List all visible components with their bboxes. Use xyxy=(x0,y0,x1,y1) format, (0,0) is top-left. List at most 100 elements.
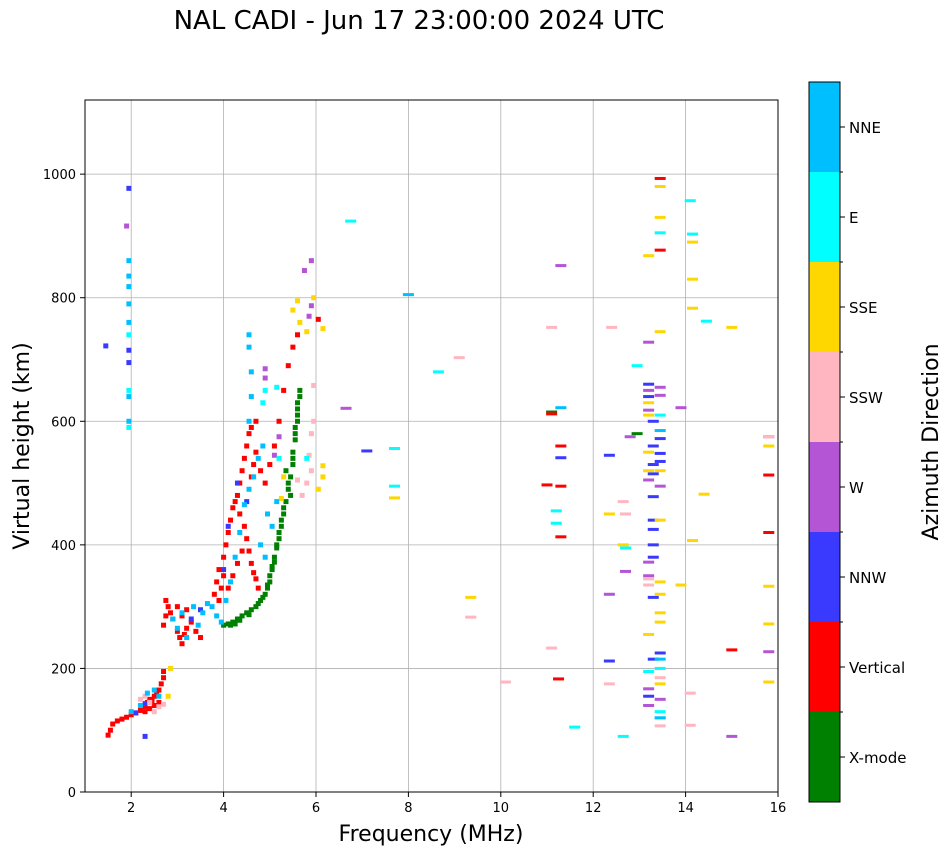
data-point xyxy=(763,622,775,626)
data-point xyxy=(271,452,277,458)
data-point xyxy=(119,716,125,722)
data-point xyxy=(311,295,317,301)
series-sse xyxy=(165,185,775,699)
data-point xyxy=(271,443,277,449)
data-point xyxy=(216,597,222,603)
data-point xyxy=(218,585,224,591)
data-point xyxy=(188,616,194,622)
data-point xyxy=(292,431,298,437)
colorbar-tick-label: SSW xyxy=(849,389,883,407)
data-point xyxy=(167,610,173,616)
data-point xyxy=(163,613,169,619)
data-point xyxy=(158,681,164,687)
data-point xyxy=(340,406,352,410)
data-point xyxy=(234,560,240,566)
data-point xyxy=(184,635,190,641)
data-point xyxy=(288,474,294,480)
data-point xyxy=(174,625,180,631)
data-point xyxy=(453,356,465,360)
colorbar-segment xyxy=(809,172,840,262)
data-point xyxy=(126,418,132,424)
data-point xyxy=(285,486,291,492)
data-point xyxy=(234,492,240,498)
data-point xyxy=(643,254,655,258)
data-point xyxy=(246,486,252,492)
colorbar-segment xyxy=(809,442,840,532)
data-point xyxy=(276,530,282,535)
plot-frame xyxy=(84,99,779,793)
data-point xyxy=(156,699,162,705)
data-point xyxy=(214,579,220,585)
data-point xyxy=(295,400,301,406)
data-point xyxy=(274,384,280,390)
data-point xyxy=(281,511,287,517)
data-point xyxy=(246,332,252,338)
data-point xyxy=(546,646,558,650)
data-point xyxy=(631,364,643,368)
data-point xyxy=(237,530,243,535)
data-point xyxy=(285,480,291,486)
data-point xyxy=(555,456,567,460)
data-point xyxy=(225,530,231,535)
data-point xyxy=(179,613,185,619)
data-point xyxy=(304,480,310,486)
data-point xyxy=(239,468,245,474)
data-point xyxy=(126,301,132,307)
x-tick-label: 10 xyxy=(493,801,510,816)
data-point xyxy=(274,545,280,551)
x-axis-label: Frequency (MHz) xyxy=(339,822,524,847)
colorbar-segment xyxy=(809,532,840,622)
data-point xyxy=(269,563,275,569)
data-point xyxy=(320,463,326,469)
data-point xyxy=(126,185,132,191)
data-point xyxy=(763,435,775,439)
data-point xyxy=(246,418,252,424)
data-point xyxy=(278,496,284,502)
data-point xyxy=(147,706,153,712)
data-point xyxy=(211,591,217,597)
data-point xyxy=(253,449,259,455)
x-tick-label: 14 xyxy=(677,801,694,816)
data-point xyxy=(184,607,190,613)
data-point xyxy=(258,468,264,474)
data-point xyxy=(684,199,696,203)
data-point xyxy=(126,347,132,353)
data-point xyxy=(304,329,310,335)
data-point xyxy=(555,444,567,448)
data-point xyxy=(389,446,401,450)
y-tick-label: 800 xyxy=(51,292,76,307)
data-point xyxy=(262,480,268,486)
data-point xyxy=(643,670,655,674)
data-point xyxy=(569,725,581,729)
data-point xyxy=(174,604,180,610)
data-point xyxy=(174,628,180,634)
data-point xyxy=(654,592,666,596)
data-point xyxy=(546,410,558,414)
data-point xyxy=(555,484,567,488)
data-point xyxy=(262,554,268,560)
data-point xyxy=(763,680,775,684)
data-point xyxy=(620,569,632,573)
data-point xyxy=(260,443,266,449)
data-point xyxy=(654,469,666,473)
data-point xyxy=(687,240,699,244)
data-point xyxy=(290,307,296,313)
data-point xyxy=(258,597,264,603)
chart-title: NAL CADI - Jun 17 23:00:00 2024 UTC xyxy=(173,6,665,36)
data-point xyxy=(264,511,270,517)
data-point xyxy=(643,560,655,564)
data-point xyxy=(389,496,401,500)
data-point xyxy=(264,582,270,588)
data-point xyxy=(221,622,227,628)
data-point xyxy=(700,319,712,323)
data-point xyxy=(221,554,227,560)
data-point xyxy=(251,570,257,576)
data-point xyxy=(643,574,655,578)
data-point xyxy=(687,232,699,236)
colorbar-frame xyxy=(808,81,841,803)
data-point xyxy=(283,468,289,474)
data-point xyxy=(643,632,655,636)
data-point xyxy=(161,622,167,628)
data-point xyxy=(142,709,148,715)
data-point xyxy=(200,610,206,616)
